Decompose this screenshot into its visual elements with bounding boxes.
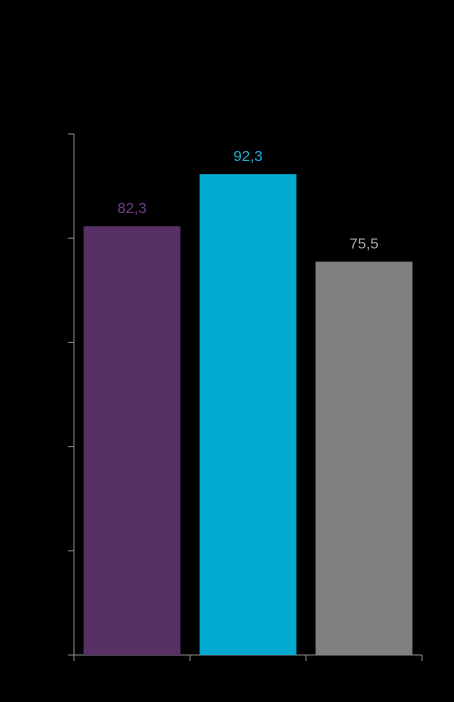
bar-value-label: 92,3 [233,148,262,165]
data-label-group: 82,3 92,3 75,5 [117,148,378,253]
bar-value-label: 82,3 [117,200,146,217]
y-tick-group [68,133,74,656]
bar [199,174,297,655]
x-tick-group [73,655,423,661]
bar-group [83,174,413,656]
bar [315,261,413,655]
bar [83,226,181,656]
bar-value-label: 75,5 [349,236,378,253]
